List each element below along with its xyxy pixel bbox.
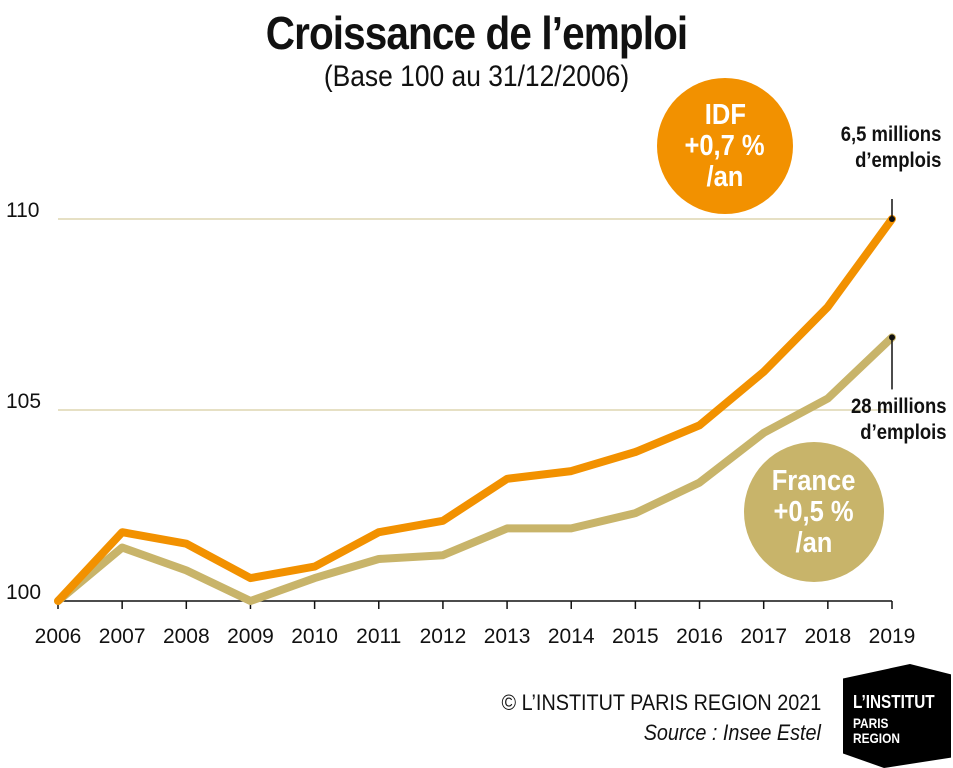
logo-line-2: PARIS REGION: [853, 716, 900, 746]
france-jobs-annotation: 28 millions d’emplois: [851, 394, 947, 446]
x-tick-label: 2019: [869, 625, 916, 648]
chart-subtitle: (Base 100 au 31/12/2006): [323, 60, 630, 93]
x-tick-label: 2013: [484, 625, 531, 648]
idf-growth-bubble: IDF +0,7 % /an: [657, 78, 793, 214]
y-tick-label: 105: [6, 390, 41, 413]
france-jobs-unit: d’emplois: [860, 421, 947, 444]
x-tick-label: 2017: [740, 625, 787, 648]
logo-line-2b: REGION: [853, 730, 900, 746]
series-line-france: [54, 333, 896, 605]
idf-bubble-unit: /an: [706, 160, 744, 193]
x-tick-label: 2007: [99, 625, 146, 648]
france-bubble-label: France: [772, 464, 856, 497]
logo-line-1: L’INSTITUT: [853, 692, 935, 712]
idf-bubble-label: IDF: [704, 98, 746, 131]
logo-line-2a: PARIS: [853, 715, 889, 731]
series-line-idf: [54, 215, 896, 605]
idf-jobs-unit: d’emplois: [854, 149, 941, 172]
copyright-credit: © L’INSTITUT PARIS REGION 2021: [501, 690, 821, 715]
x-tick-label: 2014: [548, 625, 595, 648]
x-tick-label: 2010: [291, 625, 338, 648]
france-bubble-rate: +0,5 %: [773, 495, 855, 528]
x-tick-label: 2015: [612, 625, 659, 648]
france-jobs-count: 28 millions: [851, 395, 947, 418]
france-bubble-unit: /an: [795, 526, 833, 559]
x-tick-label: 2011: [356, 625, 401, 648]
y-tick-label: 110: [6, 199, 39, 222]
institut-paris-region-logo: L’INSTITUT PARIS REGION: [843, 664, 951, 768]
france-growth-bubble: France +0,5 % /an: [744, 442, 884, 582]
x-tick-label: 2012: [420, 625, 467, 648]
idf-bubble-rate: +0,7 %: [684, 129, 766, 162]
source-note: Source : Insee Estel: [643, 720, 821, 745]
idf-jobs-count: 6,5 millions: [840, 123, 941, 146]
idf-jobs-annotation: 6,5 millions d’emplois: [840, 122, 941, 174]
x-tick-label: 2008: [163, 625, 210, 648]
y-tick-label: 100: [6, 581, 41, 604]
x-tick-label: 2006: [35, 625, 82, 648]
x-tick-label: 2009: [227, 625, 274, 648]
x-tick-label: 2016: [676, 625, 723, 648]
chart-title: Croissance de l’emploi: [265, 7, 688, 59]
x-tick-label: 2018: [804, 625, 851, 648]
